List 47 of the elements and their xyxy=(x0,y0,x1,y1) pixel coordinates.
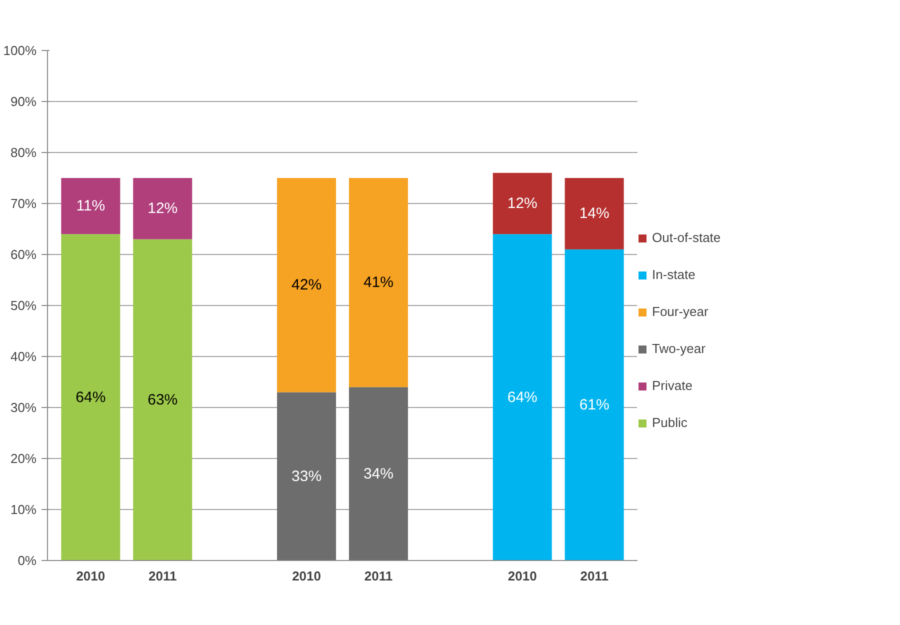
y-tick-label: 80% xyxy=(10,145,37,160)
data-label: 64% xyxy=(76,388,106,406)
legend-label: Private xyxy=(652,378,692,393)
y-tick-label: 40% xyxy=(10,349,37,364)
x-tick-label: 2011 xyxy=(364,568,393,584)
x-tick-label: 2010 xyxy=(76,568,106,584)
data-label: 34% xyxy=(363,465,394,482)
y-tick-label: 10% xyxy=(10,502,37,517)
bar xyxy=(61,234,120,560)
data-label: 61% xyxy=(579,396,610,414)
data-label: 11% xyxy=(76,198,106,215)
bar xyxy=(564,249,624,560)
x-tick-label: 2011 xyxy=(148,568,177,584)
legend-label: Two-year xyxy=(652,341,706,356)
y-tick-label: 30% xyxy=(10,400,37,415)
data-label: 12% xyxy=(507,195,538,212)
legend-label: Public xyxy=(652,415,688,430)
data-label: 64% xyxy=(507,388,538,406)
data-label: 41% xyxy=(363,274,394,292)
data-label: 12% xyxy=(148,200,178,218)
legend-label: Out-of-state xyxy=(652,230,721,245)
bar xyxy=(564,178,624,250)
bar xyxy=(133,178,192,240)
bar xyxy=(133,239,192,560)
legend-label: Four-year xyxy=(652,304,708,319)
bar xyxy=(492,234,552,560)
y-tick-label: 0% xyxy=(18,553,37,568)
x-tick-label: 2010 xyxy=(508,568,537,584)
data-label: 42% xyxy=(292,276,322,294)
y-tick-label: 50% xyxy=(10,298,37,313)
bar xyxy=(277,178,336,392)
bar xyxy=(277,392,336,560)
x-tick-label: 2011 xyxy=(580,568,608,584)
y-tick-label: 60% xyxy=(10,247,37,262)
y-tick-label: 70% xyxy=(10,196,37,211)
y-tick-label: 90% xyxy=(10,94,37,109)
data-label: 63% xyxy=(148,391,178,408)
data-label: 33% xyxy=(292,468,322,485)
bar xyxy=(61,178,120,234)
y-tick-label: 20% xyxy=(10,451,37,466)
y-tick-label: 100% xyxy=(3,43,37,58)
x-tick-label: 2010 xyxy=(292,568,321,584)
legend-label: In-state xyxy=(652,267,696,282)
bar xyxy=(348,387,408,560)
bar xyxy=(492,172,552,234)
bar xyxy=(348,178,408,388)
data-label: 14% xyxy=(579,205,610,222)
